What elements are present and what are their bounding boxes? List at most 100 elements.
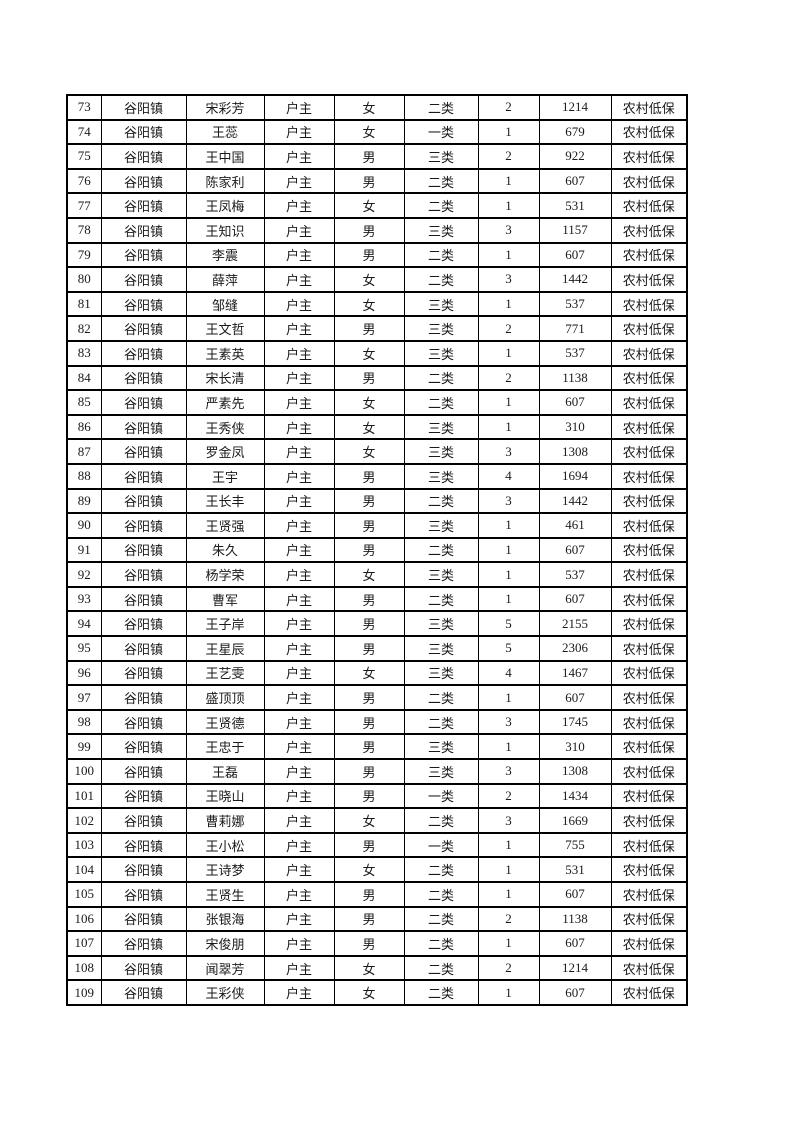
cell-person-name: 王文哲	[185, 315, 265, 342]
cell-gender: 男	[333, 905, 405, 933]
cell-amount: 771	[538, 315, 612, 342]
cell-serial: 89	[66, 487, 102, 515]
cell-serial: 94	[66, 610, 102, 638]
cell-assistance-type: 农村低保	[610, 462, 688, 490]
cell-gender: 男	[333, 216, 405, 244]
cell-amount: 1745	[538, 708, 612, 736]
cell-relation: 户主	[263, 290, 335, 318]
cell-town: 谷阳镇	[100, 192, 187, 219]
cell-gender: 男	[333, 241, 405, 269]
cell-household-size: 1	[477, 561, 540, 588]
cell-amount: 1442	[538, 266, 612, 293]
cell-town: 谷阳镇	[100, 610, 187, 638]
cell-household-size: 1	[477, 856, 540, 883]
cell-category: 三类	[403, 659, 479, 687]
cell-gender: 男	[333, 782, 405, 810]
cell-person-name: 王诗梦	[185, 856, 265, 883]
cell-assistance-type: 农村低保	[610, 782, 688, 810]
cell-relation: 户主	[263, 585, 335, 613]
cell-category: 二类	[403, 536, 479, 564]
table-row: 98 谷阳镇 王贤德 户主男二类 3 1745 农村低保	[66, 708, 688, 736]
cell-serial: 79	[66, 241, 102, 269]
cell-assistance-type: 农村低保	[610, 167, 688, 195]
cell-category: 三类	[403, 216, 479, 244]
table-row: 96 谷阳镇 王艺雯 户主女三类 4 1467 农村低保	[66, 659, 688, 687]
table-row: 87 谷阳镇 罗金凤 户主女三类 3 1308 农村低保	[66, 438, 688, 465]
cell-person-name: 盛顶顶	[185, 684, 265, 711]
cell-person-name: 朱久	[185, 536, 265, 564]
cell-gender: 男	[333, 585, 405, 613]
cell-assistance-type: 农村低保	[610, 536, 688, 564]
table-row: 83 谷阳镇 王素英 户主女三类 1 537 农村低保	[66, 339, 688, 367]
cell-household-size: 1	[477, 413, 540, 441]
cell-household-size: 1	[477, 118, 540, 146]
cell-serial: 83	[66, 339, 102, 367]
cell-serial: 85	[66, 389, 102, 416]
table-row: 109 谷阳镇 王彩侠 户主女二类 1 607 农村低保	[66, 979, 688, 1006]
cell-relation: 户主	[263, 684, 335, 711]
cell-person-name: 闻翠芳	[185, 954, 265, 982]
cell-town: 谷阳镇	[100, 881, 187, 908]
cell-assistance-type: 农村低保	[610, 635, 688, 662]
cell-assistance-type: 农村低保	[610, 881, 688, 908]
cell-amount: 310	[538, 413, 612, 441]
cell-serial: 96	[66, 659, 102, 687]
cell-relation: 户主	[263, 536, 335, 564]
cell-assistance-type: 农村低保	[610, 758, 688, 785]
cell-relation: 户主	[263, 167, 335, 195]
cell-amount: 755	[538, 831, 612, 859]
cell-town: 谷阳镇	[100, 905, 187, 933]
cell-gender: 女	[333, 94, 405, 121]
cell-category: 二类	[403, 94, 479, 121]
cell-person-name: 王长丰	[185, 487, 265, 515]
cell-person-name: 王彩侠	[185, 979, 265, 1006]
cell-person-name: 王知识	[185, 216, 265, 244]
cell-household-size: 1	[477, 536, 540, 564]
cell-town: 谷阳镇	[100, 930, 187, 957]
cell-household-size: 4	[477, 659, 540, 687]
cell-serial: 98	[66, 708, 102, 736]
cell-assistance-type: 农村低保	[610, 659, 688, 687]
table-body: 73 谷阳镇 宋彩芳 户主女二类 2 1214 农村低保 74 谷阳镇 王蕊 户主女一类 1 679 农村…	[66, 94, 688, 1006]
cell-relation: 户主	[263, 192, 335, 219]
cell-relation: 户主	[263, 881, 335, 908]
cell-gender: 女	[333, 389, 405, 416]
cell-household-size: 3	[477, 487, 540, 515]
cell-household-size: 4	[477, 462, 540, 490]
cell-household-size: 1	[477, 585, 540, 613]
table-row: 94 谷阳镇 王子岸 户主男三类 5 2155 农村低保	[66, 610, 688, 638]
cell-town: 谷阳镇	[100, 315, 187, 342]
cell-category: 二类	[403, 585, 479, 613]
cell-person-name: 曹莉娜	[185, 807, 265, 834]
cell-town: 谷阳镇	[100, 167, 187, 195]
cell-serial: 92	[66, 561, 102, 588]
table-row: 93 谷阳镇 曹军 户主男二类 1 607 农村低保	[66, 585, 688, 613]
cell-person-name: 王忠于	[185, 733, 265, 761]
cell-amount: 607	[538, 930, 612, 957]
cell-household-size: 1	[477, 684, 540, 711]
cell-amount: 1157	[538, 216, 612, 244]
cell-gender: 女	[333, 561, 405, 588]
cell-town: 谷阳镇	[100, 708, 187, 736]
cell-town: 谷阳镇	[100, 659, 187, 687]
cell-serial: 109	[66, 979, 102, 1006]
cell-town: 谷阳镇	[100, 585, 187, 613]
cell-assistance-type: 农村低保	[610, 954, 688, 982]
cell-gender: 女	[333, 807, 405, 834]
cell-category: 三类	[403, 143, 479, 170]
cell-serial: 106	[66, 905, 102, 933]
cell-serial: 97	[66, 684, 102, 711]
cell-town: 谷阳镇	[100, 143, 187, 170]
cell-relation: 户主	[263, 930, 335, 957]
cell-assistance-type: 农村低保	[610, 610, 688, 638]
cell-serial: 82	[66, 315, 102, 342]
cell-category: 一类	[403, 782, 479, 810]
cell-assistance-type: 农村低保	[610, 266, 688, 293]
cell-amount: 461	[538, 512, 612, 539]
cell-category: 三类	[403, 561, 479, 588]
cell-serial: 88	[66, 462, 102, 490]
cell-relation: 户主	[263, 266, 335, 293]
cell-category: 二类	[403, 954, 479, 982]
cell-gender: 男	[333, 684, 405, 711]
